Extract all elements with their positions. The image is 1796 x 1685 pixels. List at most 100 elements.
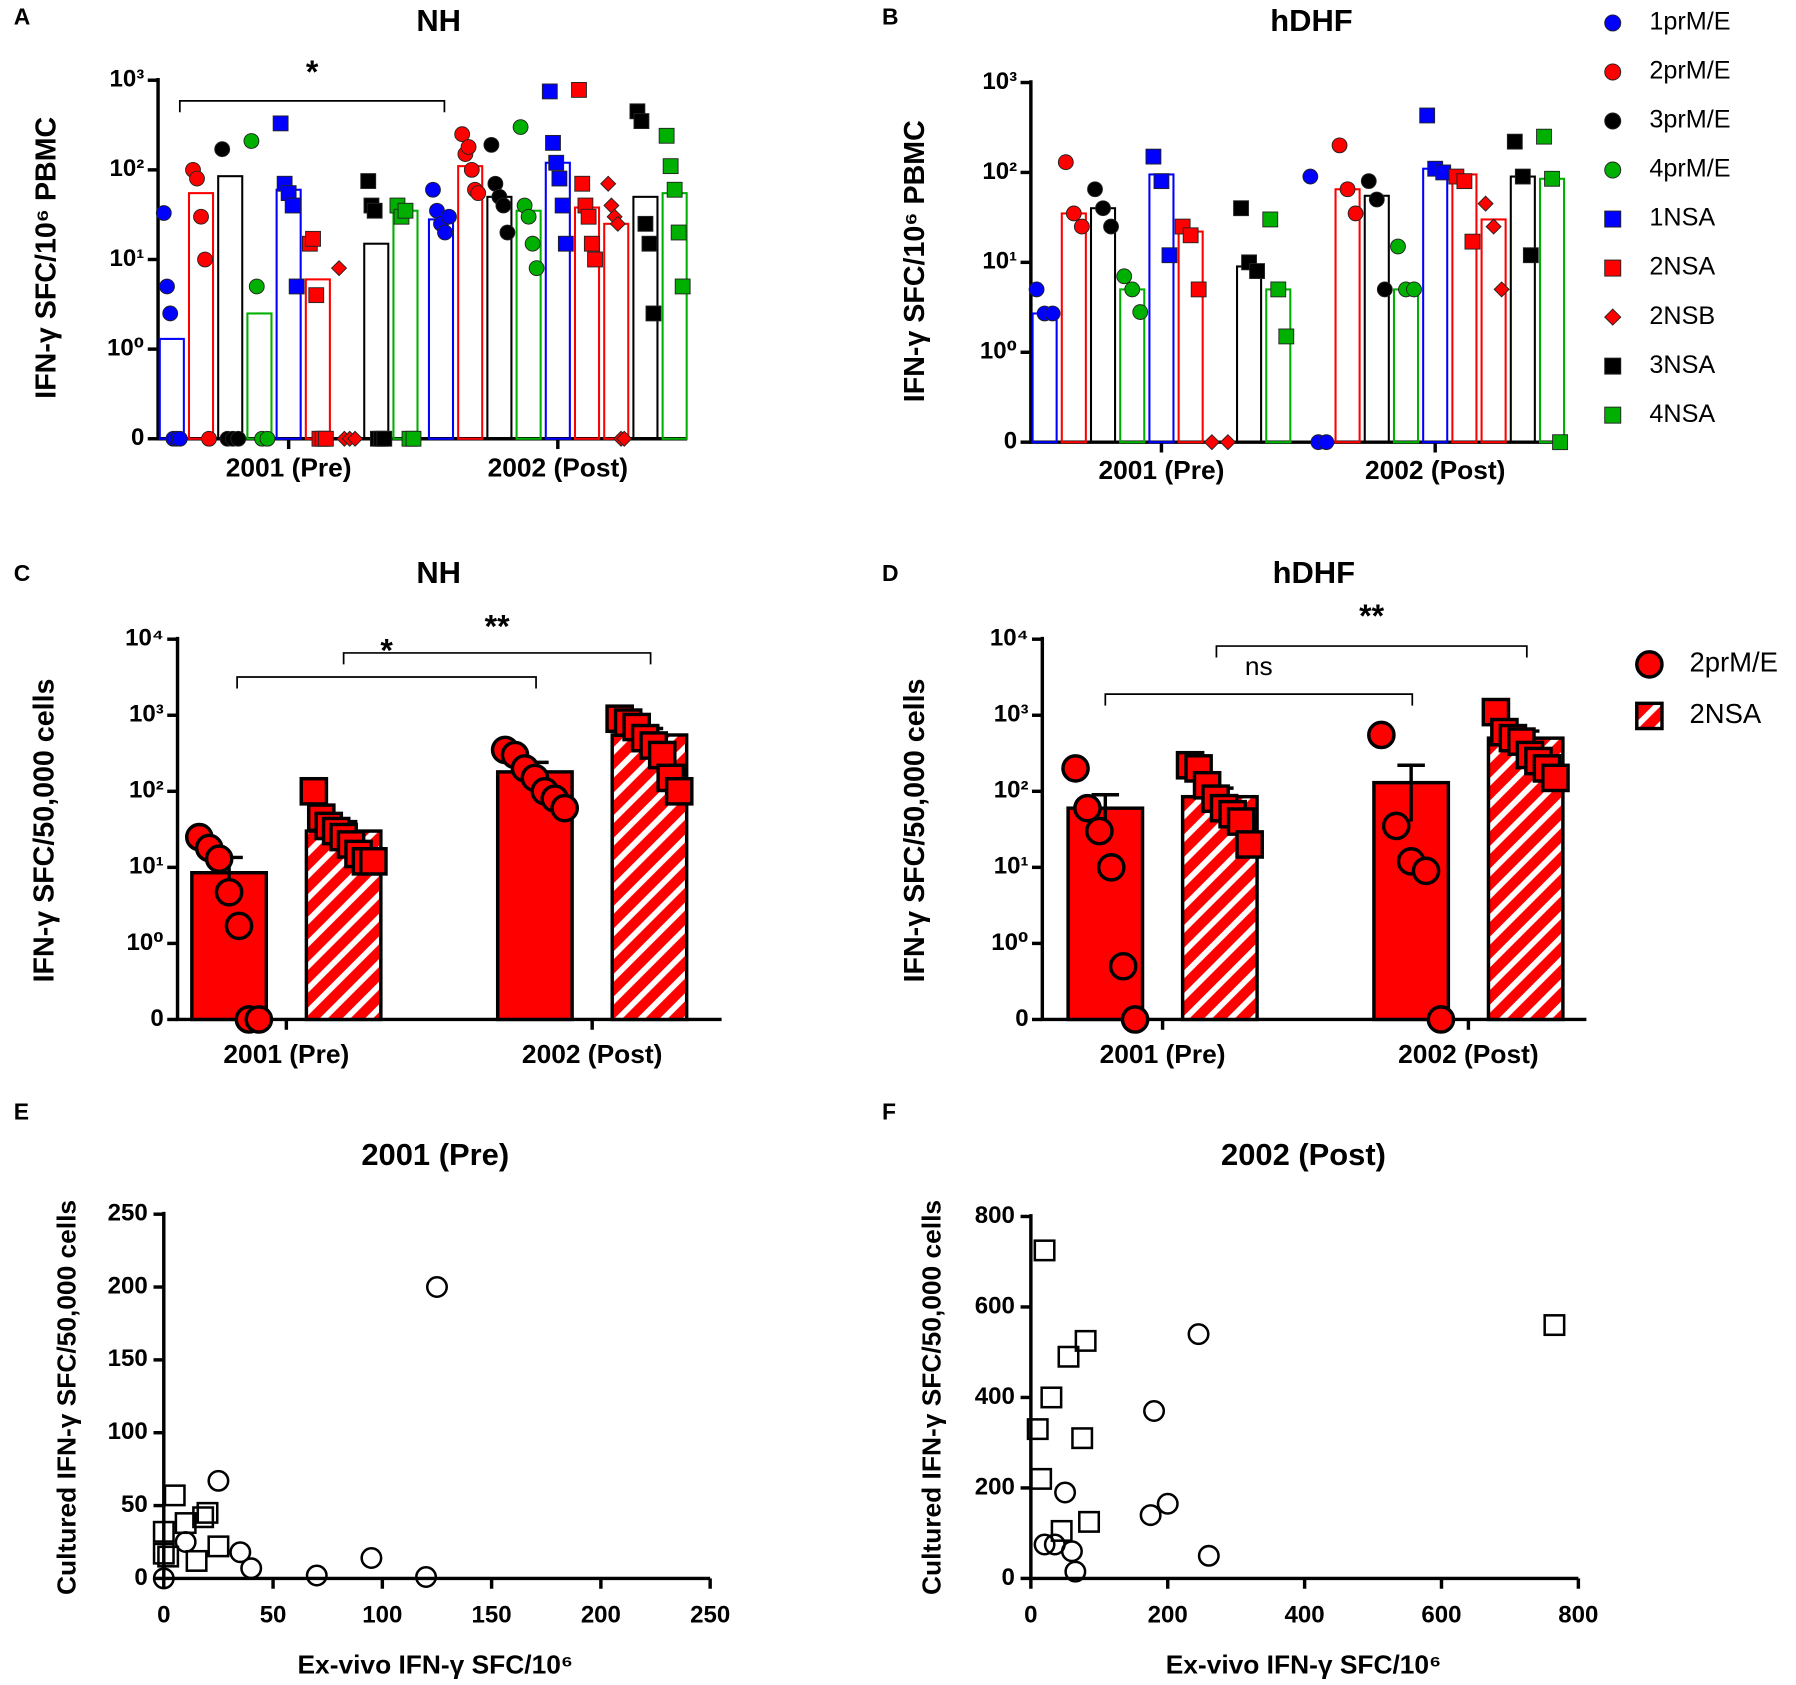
data-point (1124, 281, 1141, 298)
data-point (1347, 205, 1364, 222)
data-point (1033, 1239, 1056, 1262)
data-point (1143, 1400, 1166, 1423)
data-point (1278, 328, 1295, 345)
legend-marker (1604, 112, 1622, 130)
data-point (664, 776, 694, 806)
legend-marker (1604, 161, 1622, 179)
significance-bracket (178, 99, 446, 113)
x-tick-label: 2002 (Post) (1365, 455, 1505, 485)
x-tick-label: 150 (472, 1602, 512, 1629)
data-point (415, 1565, 438, 1588)
data-point (1028, 281, 1045, 298)
significance-bracket (342, 652, 652, 665)
data-point (616, 430, 633, 447)
data-point (1139, 1504, 1162, 1527)
y-tick-label: 0 (1001, 1564, 1014, 1591)
x-tick-label: 250 (690, 1602, 730, 1629)
y-axis-label: IFN-γ SFC/10⁶ PBMC (31, 117, 63, 399)
bar (217, 175, 244, 440)
data-point (214, 141, 231, 158)
x-tick-label: 2001 (Pre) (223, 1039, 349, 1069)
legend-marker (1635, 701, 1664, 731)
legend-label: 4NSA (1649, 400, 1715, 428)
y-tick-label: 10¹ (110, 245, 145, 272)
y-tick-label: 600 (975, 1292, 1015, 1319)
data-point (162, 305, 179, 322)
x-tick-label: 50 (260, 1602, 287, 1629)
data-point (366, 202, 383, 219)
data-point (317, 430, 334, 447)
y-tick-label: 200 (108, 1272, 148, 1299)
y-axis-label: Cultured IFN-γ SFC/50,000 cells (916, 1200, 946, 1595)
data-point (1033, 1533, 1056, 1556)
y-tick-label: 10¹ (994, 853, 1029, 880)
data-point (425, 1276, 448, 1299)
data-point (1085, 816, 1114, 846)
data-point (1302, 168, 1319, 185)
panel-letter: E (14, 1098, 29, 1124)
bar (1392, 288, 1420, 444)
data-point (248, 278, 265, 295)
data-point (1318, 434, 1335, 451)
legend-label: 2NSA (1689, 698, 1761, 729)
data-point (1235, 830, 1264, 859)
x-tick-label: 2001 (Pre) (1099, 455, 1225, 485)
data-point (163, 1484, 186, 1507)
bar (1363, 194, 1390, 444)
x-tick-label: 200 (581, 1602, 621, 1629)
y-tick-label: 100 (108, 1418, 148, 1445)
bar (1509, 175, 1536, 444)
data-point (359, 847, 388, 876)
data-point (571, 81, 587, 98)
y-tick-label: 10¹ (129, 853, 164, 880)
data-point (244, 1005, 274, 1034)
data-point (152, 1542, 175, 1565)
x-tick-label: 0 (157, 1602, 170, 1629)
x-tick-label: 2002 (Post) (522, 1039, 662, 1069)
data-point (1331, 137, 1348, 154)
y-axis-label: IFN-γ SFC/50,000 cells (899, 679, 931, 983)
data-point (1153, 173, 1170, 190)
data-point (551, 170, 568, 187)
data-point (1145, 148, 1162, 165)
significance-label: ** (1359, 598, 1384, 634)
data-point (541, 83, 558, 100)
data-point (185, 1549, 208, 1572)
data-point (1132, 304, 1149, 320)
x-tick-label: 100 (362, 1602, 402, 1629)
data-point (460, 139, 477, 155)
y-tick-label: 150 (108, 1345, 148, 1372)
data-point (1064, 1560, 1087, 1583)
y-tick-label: 10³ (982, 68, 1017, 95)
data-point (1262, 211, 1279, 228)
y-tick-label: 10⁰ (107, 334, 144, 361)
x-tick-label: 2001 (Pre) (1100, 1039, 1226, 1069)
data-point (512, 119, 529, 135)
data-point (662, 158, 679, 175)
data-point (1203, 434, 1220, 451)
data-point (1116, 268, 1133, 285)
data-point (376, 430, 393, 447)
data-point (574, 175, 591, 192)
data-point (1061, 754, 1090, 783)
bar (1031, 312, 1058, 444)
significance-bracket (236, 676, 537, 689)
data-point (192, 1506, 215, 1529)
data-point (1074, 1329, 1097, 1352)
data-point (463, 161, 480, 178)
data-point (495, 197, 512, 214)
data-point (360, 1547, 383, 1570)
data-point (1057, 1345, 1080, 1368)
data-point (1187, 1323, 1210, 1346)
data-point (207, 1469, 230, 1492)
bar (1422, 167, 1449, 444)
data-point (520, 208, 537, 225)
data-point (437, 224, 453, 241)
data-point (259, 430, 276, 447)
x-tick-label: 2002 (Post) (488, 453, 628, 483)
data-point (1411, 856, 1441, 886)
data-point (193, 208, 209, 225)
chart-title: NH (416, 3, 461, 38)
bar (363, 242, 390, 440)
